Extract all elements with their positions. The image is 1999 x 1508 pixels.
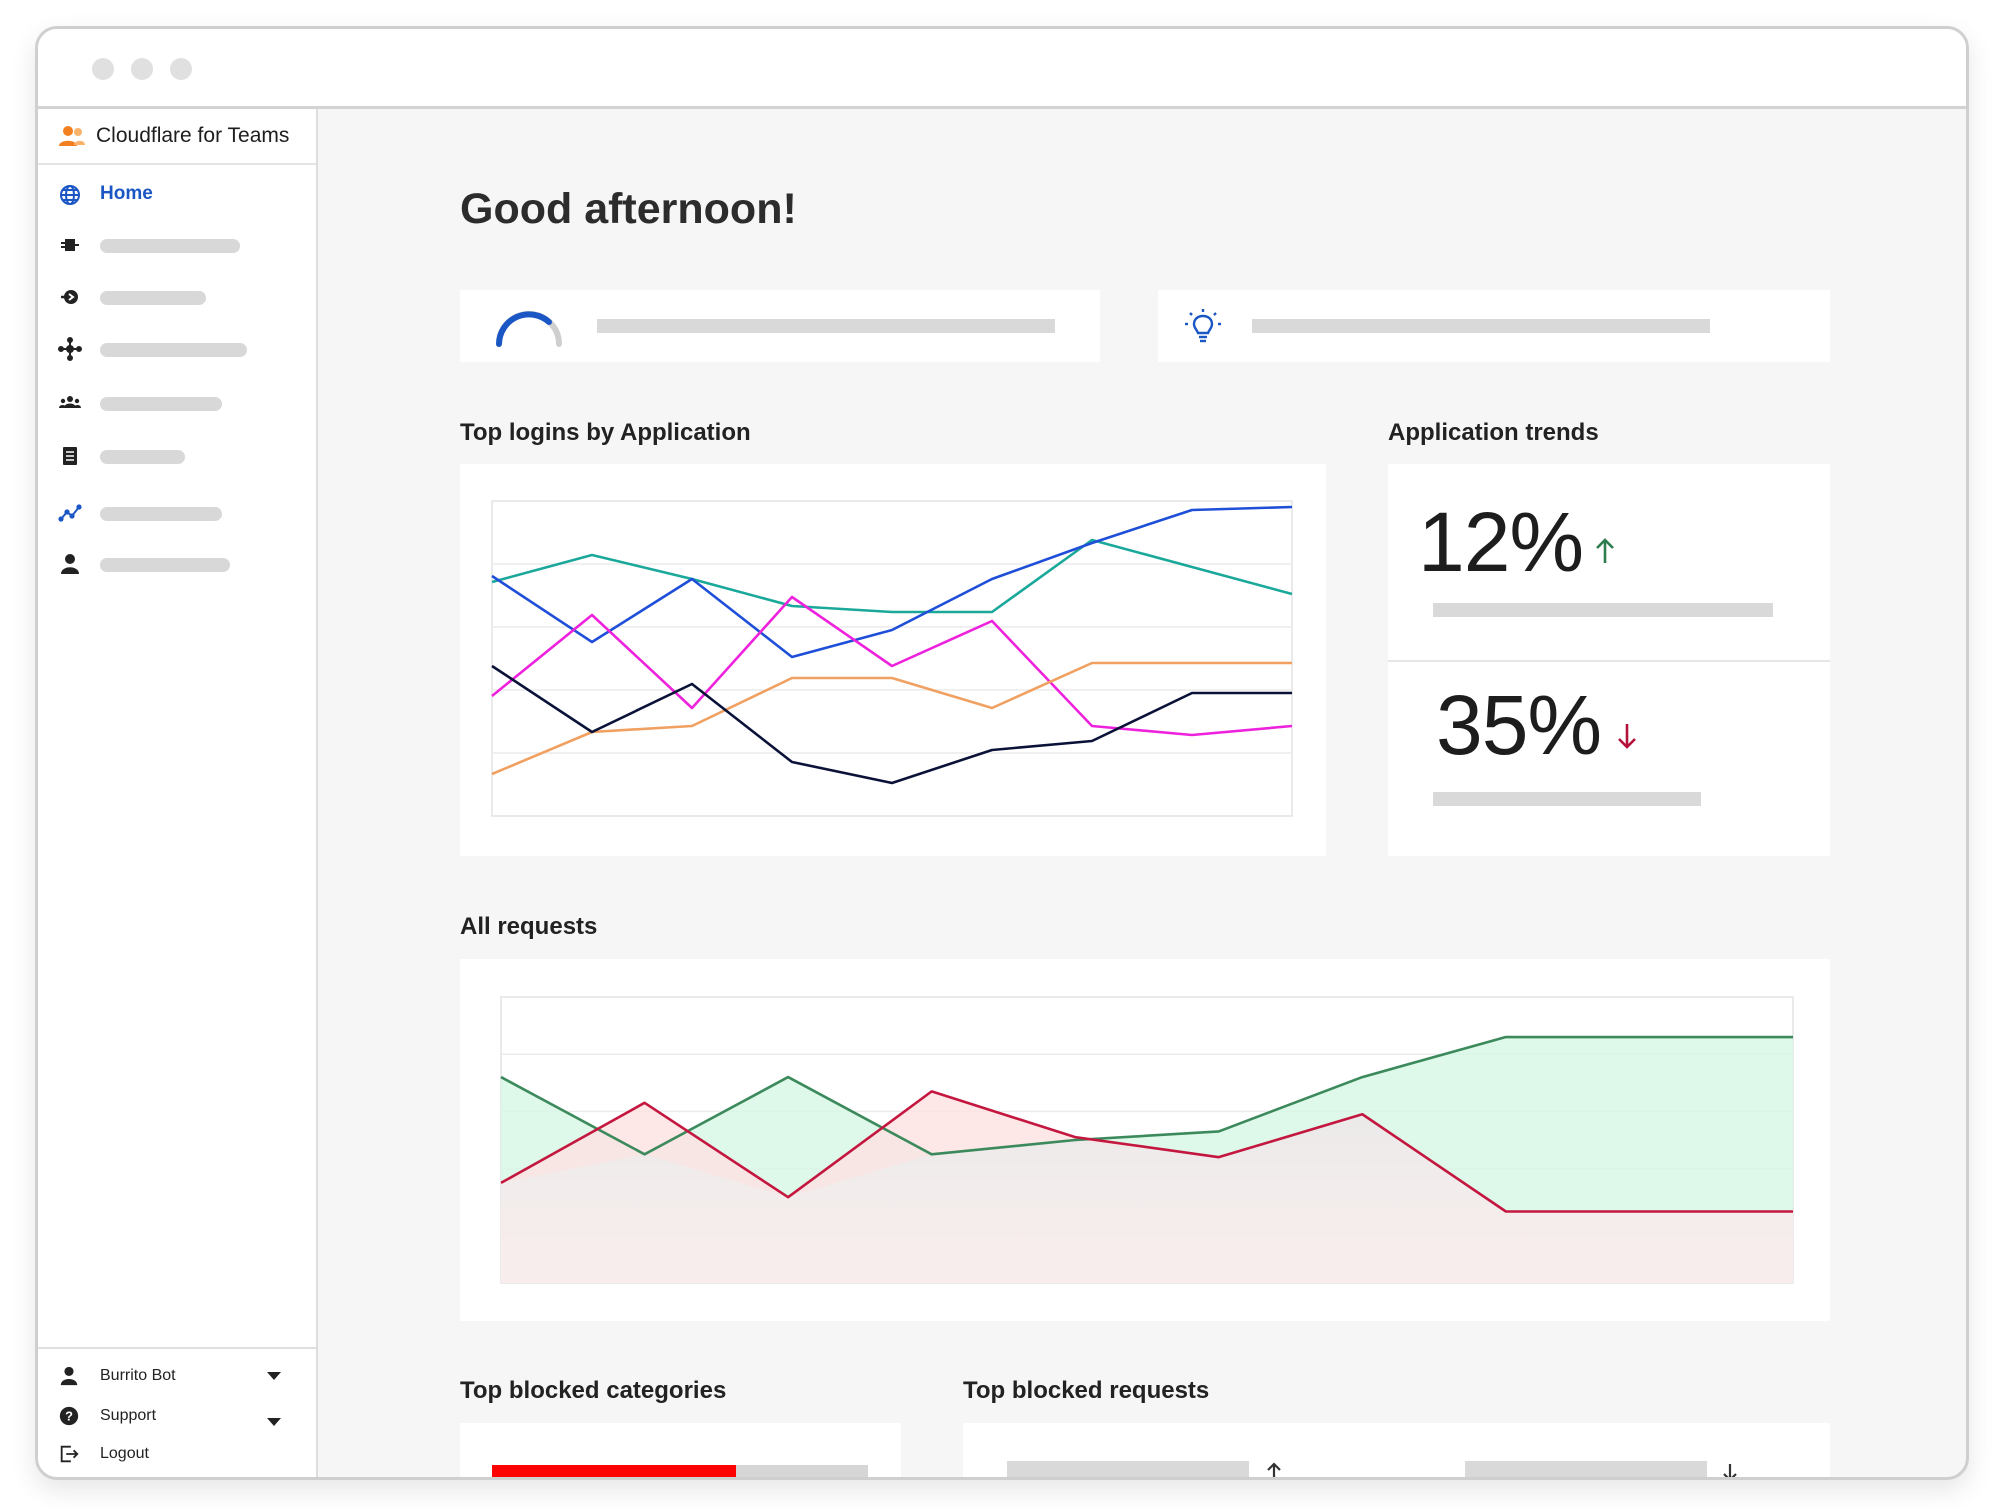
blocked-category-bar[interactable] — [492, 1465, 868, 1477]
sidebar-item-analytics[interactable] — [38, 495, 316, 531]
brand-label: Cloudflare for Teams — [96, 124, 290, 147]
sidebar-footer: Burrito Bot ? Support Logout — [38, 1347, 316, 1477]
series-overlap-area — [501, 1114, 1793, 1283]
status-card-placeholder — [597, 319, 1055, 333]
app-trends-card: 12% 35% — [1388, 464, 1830, 856]
sidebar-item-home[interactable]: Home — [38, 177, 316, 213]
series-line-4 — [491, 664, 1292, 785]
trend-placeholder — [1433, 792, 1701, 806]
sidebar-item-users[interactable] — [38, 385, 316, 421]
support-menu[interactable]: ? Support — [38, 1401, 316, 1431]
blocked-categories-card — [460, 1423, 901, 1477]
sidebar-item-gateway[interactable] — [38, 279, 316, 315]
blocked-requests-card — [963, 1423, 1830, 1477]
sidebar-item-placeholder — [100, 450, 185, 464]
user-name: Burrito Bot — [100, 1367, 176, 1384]
window-close-button[interactable] — [92, 58, 114, 80]
help-icon: ? — [58, 1405, 80, 1427]
series-line-3 — [491, 661, 1292, 776]
user-menu[interactable]: Burrito Bot — [38, 1361, 316, 1391]
chart-frame — [491, 500, 1293, 817]
arrow-down-icon — [1616, 722, 1638, 750]
series-line-1 — [491, 505, 1293, 659]
chevron-down-icon[interactable] — [264, 1415, 284, 1429]
sidebar: Cloudflare for Teams Home — [38, 109, 318, 1477]
arrow-down-icon[interactable] — [1721, 1463, 1739, 1477]
arrow-up-icon[interactable] — [1265, 1461, 1283, 1477]
series-line-0 — [500, 1035, 1793, 1156]
blocked-category-bar-fill — [492, 1465, 737, 1477]
arrow-up-icon — [1594, 537, 1616, 565]
sidebar-item-access[interactable] — [38, 227, 316, 263]
chart-icon — [58, 501, 82, 525]
logout-label: Logout — [100, 1445, 149, 1462]
sidebar-item-placeholder — [100, 239, 240, 253]
logout-button[interactable]: Logout — [38, 1439, 316, 1469]
people-icon — [58, 124, 86, 148]
trend-placeholder — [1433, 603, 1773, 617]
series-line-2 — [491, 595, 1293, 737]
chevron-down-icon[interactable] — [264, 1369, 284, 1383]
sidebar-item-account[interactable] — [38, 546, 316, 582]
user-icon — [58, 1365, 80, 1387]
support-label: Support — [100, 1407, 157, 1424]
sidebar-item-network[interactable] — [38, 331, 316, 367]
series-line-0 — [491, 538, 1293, 614]
sidebar-item-placeholder — [100, 343, 247, 357]
trend-value-up: 12% — [1418, 495, 1584, 589]
sidebar-item-placeholder — [100, 291, 206, 305]
group-icon — [58, 391, 82, 415]
list-icon — [58, 444, 82, 468]
divider — [1388, 660, 1830, 662]
status-card-tip[interactable] — [1158, 290, 1830, 362]
top-logins-card — [460, 464, 1326, 856]
section-title-top-logins: Top logins by Application — [460, 419, 751, 446]
sidebar-item-placeholder — [100, 507, 222, 521]
section-title-blocked-requests: Top blocked requests — [963, 1377, 1210, 1404]
status-card-progress[interactable] — [460, 290, 1100, 362]
brand[interactable]: Cloudflare for Teams — [38, 109, 316, 165]
nodes-icon — [58, 337, 82, 361]
main-content: Good afternoon! Top logins by — [318, 109, 1966, 1477]
progress-arc-icon — [494, 306, 564, 348]
svg-text:?: ? — [65, 1409, 73, 1424]
window-titlebar — [38, 29, 1966, 109]
browser-window: Cloudflare for Teams Home — [35, 26, 1969, 1480]
sidebar-item-label: Home — [100, 183, 153, 204]
page-title: Good afternoon! — [460, 185, 797, 233]
network-icon — [58, 285, 82, 309]
user-icon — [58, 552, 82, 576]
section-title-blocked-categories: Top blocked categories — [460, 1377, 727, 1404]
window-minimize-button[interactable] — [131, 58, 153, 80]
all-requests-chart[interactable] — [460, 959, 1830, 1321]
series-line-1 — [500, 1090, 1793, 1213]
section-title-app-trends: Application trends — [1388, 419, 1599, 446]
section-title-all-requests: All requests — [460, 913, 598, 940]
window-maximize-button[interactable] — [170, 58, 192, 80]
plug-icon — [58, 233, 82, 257]
globe-icon — [58, 183, 82, 207]
logout-icon — [58, 1443, 80, 1465]
sidebar-item-placeholder — [100, 397, 222, 411]
lightbulb-icon — [1184, 307, 1222, 345]
blocked-request-placeholder — [1465, 1461, 1707, 1477]
all-requests-card — [460, 959, 1830, 1321]
trend-value-down: 35% — [1436, 678, 1602, 772]
top-logins-chart[interactable] — [460, 464, 1326, 856]
sidebar-item-placeholder — [100, 558, 230, 572]
sidebar-item-logs[interactable] — [38, 438, 316, 474]
status-card-placeholder — [1252, 319, 1710, 333]
blocked-request-placeholder — [1007, 1461, 1249, 1477]
